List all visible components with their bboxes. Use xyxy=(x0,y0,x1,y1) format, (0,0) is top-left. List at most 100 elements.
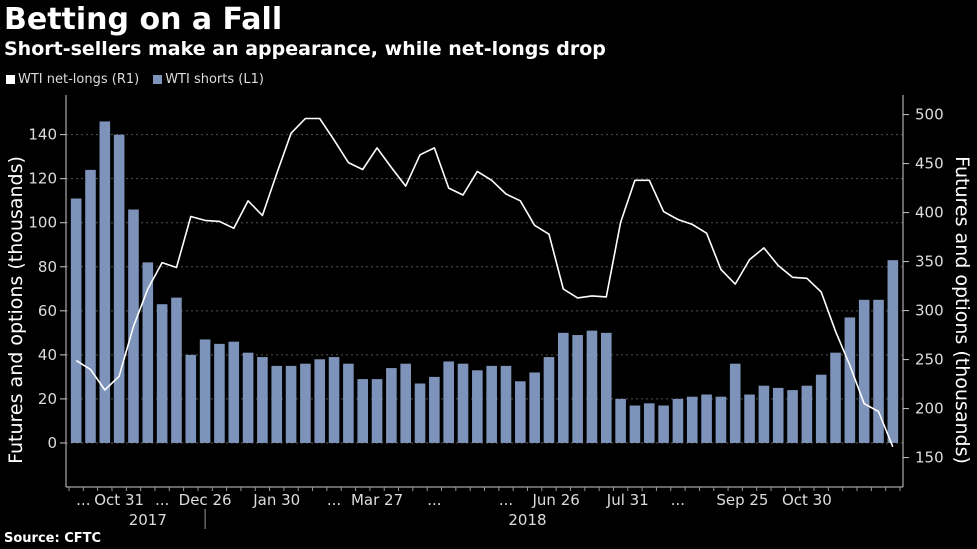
bar-shorts xyxy=(343,363,354,443)
legend-label-net-longs: WTI net-longs (R1) xyxy=(18,72,140,87)
bar-shorts xyxy=(400,363,411,443)
bar-shorts xyxy=(228,341,240,443)
x-year-label: 2017 xyxy=(129,511,167,529)
bar-shorts xyxy=(257,357,268,443)
bar-shorts xyxy=(285,365,297,443)
bar-shorts xyxy=(314,359,326,443)
bar-shorts xyxy=(328,357,340,443)
y-right-tick-label: 200 xyxy=(915,400,944,418)
x-tick-label: ... xyxy=(155,491,169,509)
bar-shorts xyxy=(271,365,283,443)
legend-item-shorts: WTI shorts (L1) xyxy=(153,72,264,87)
y-left-tick-label: 100 xyxy=(28,214,57,232)
bar-shorts xyxy=(744,394,755,443)
x-tick-label: ... xyxy=(427,491,441,509)
bar-shorts xyxy=(830,352,841,443)
bar-shorts xyxy=(443,361,454,443)
bar-shorts xyxy=(873,299,884,443)
bar-shorts xyxy=(500,365,512,443)
bar-shorts xyxy=(171,297,182,443)
bar-shorts xyxy=(701,394,712,443)
bar-shorts xyxy=(185,354,197,443)
bar-shorts xyxy=(658,405,669,443)
line-net-longs xyxy=(75,117,894,448)
bar-shorts xyxy=(572,335,583,443)
chart-title: Betting on a Fall xyxy=(4,2,283,37)
chart-subtitle: Short-sellers make an appearance, while … xyxy=(4,38,606,60)
bar-shorts xyxy=(558,332,569,443)
bar-shorts xyxy=(787,390,798,443)
x-tick-label: Jan 30 xyxy=(252,491,300,509)
bar-shorts xyxy=(772,387,784,443)
bar-shorts xyxy=(672,398,684,443)
bar-shorts xyxy=(643,403,655,443)
x-tick-label: Jun 26 xyxy=(531,491,579,509)
x-tick-label: ... xyxy=(499,491,513,509)
bar-shorts xyxy=(242,352,254,443)
bar-shorts xyxy=(858,299,870,443)
bar-shorts xyxy=(543,357,555,443)
bar-shorts xyxy=(214,343,225,443)
x-tick-label: Mar 27 xyxy=(351,491,403,509)
y-left-tick-label: 40 xyxy=(38,346,57,364)
y-left-tick-label: 120 xyxy=(28,170,57,188)
bar-shorts xyxy=(815,374,827,443)
bar-shorts xyxy=(715,396,727,443)
bar-shorts xyxy=(887,260,899,443)
x-tick-label: Dec 26 xyxy=(179,491,232,509)
bar-shorts xyxy=(529,372,540,443)
y-right-axis-title: Futures and options (thousands) xyxy=(951,156,973,464)
bar-shorts xyxy=(486,365,497,443)
bar-shorts xyxy=(199,339,211,443)
bar-shorts xyxy=(600,332,612,443)
bar-shorts xyxy=(429,376,440,443)
y-right-tick-label: 350 xyxy=(915,253,944,271)
legend: WTI net-longs (R1) WTI shorts (L1) xyxy=(6,72,264,87)
x-tick-label: ... xyxy=(671,491,685,509)
y-left-tick-label: 0 xyxy=(47,434,57,452)
bar-shorts xyxy=(70,198,82,443)
y-right-tick-label: 450 xyxy=(915,155,944,173)
bar-shorts xyxy=(629,405,641,443)
bar-shorts xyxy=(844,317,856,443)
source-note: Source: CFTC xyxy=(4,531,102,546)
legend-item-net-longs: WTI net-longs (R1) xyxy=(6,72,139,87)
legend-swatch-shorts xyxy=(153,75,163,84)
x-tick-label: ... xyxy=(327,491,341,509)
bar-shorts xyxy=(729,363,741,443)
bar-shorts xyxy=(357,379,369,443)
line-net-longs-path xyxy=(75,117,894,448)
y-right-tick-label: 150 xyxy=(915,449,944,467)
x-tick-label: Oct 31 xyxy=(94,491,144,509)
bar-shorts xyxy=(686,396,698,443)
x-tick-label: ... xyxy=(76,491,90,509)
y-left-axis-title: Futures and options (thousands) xyxy=(5,156,27,464)
y-right-tick-label: 500 xyxy=(915,106,944,124)
bar-shorts xyxy=(300,363,311,443)
axes: 0 20 40 60 80 100 120 140 150 200 250 300 350 400 450 5… xyxy=(28,95,944,529)
bar-shorts xyxy=(472,370,483,443)
bar-shorts xyxy=(99,121,111,443)
bar-shorts xyxy=(457,363,469,443)
x-tick-label: Sep 25 xyxy=(716,491,768,509)
y-left-tick-label: 60 xyxy=(38,302,57,320)
y-right-tick-label: 300 xyxy=(915,302,944,320)
bar-shorts xyxy=(586,330,598,443)
bar-shorts xyxy=(142,262,154,443)
bar-shorts xyxy=(156,304,168,443)
legend-swatch-net-longs xyxy=(6,75,15,84)
y-left-tick-label: 80 xyxy=(38,258,57,276)
bar-shorts xyxy=(371,379,383,443)
y-left-tick-label: 140 xyxy=(28,126,57,144)
bar-shorts xyxy=(414,383,426,443)
bar-shorts xyxy=(758,385,770,443)
bar-shorts xyxy=(113,134,125,443)
x-tick-label: Oct 30 xyxy=(782,491,832,509)
y-right-tick-label: 250 xyxy=(915,351,944,369)
bar-shorts xyxy=(515,381,526,443)
bar-shorts xyxy=(386,368,397,443)
y-left-tick-label: 20 xyxy=(38,390,57,408)
legend-label-shorts: WTI shorts (L1) xyxy=(165,72,264,87)
bars-shorts xyxy=(70,121,899,443)
